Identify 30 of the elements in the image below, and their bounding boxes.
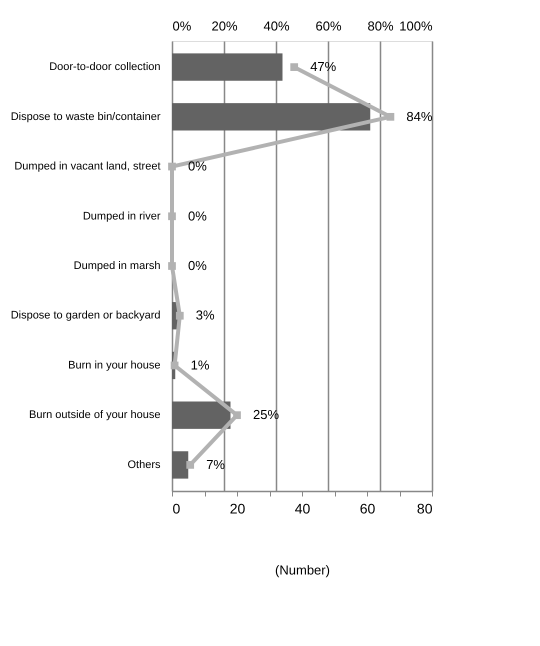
x2-tick-label: 80% [367,18,394,34]
x-tick-label: 80 [416,500,433,516]
x2-tick-label: 20% [211,18,238,34]
data-label: 7% [206,456,226,472]
y-tick-label: Dispose to waste bin/container [10,110,161,123]
x2-tick-label: 100% [399,18,433,34]
y-tick-label: Others [127,458,161,471]
data-label: 84% [406,108,433,124]
data-label: 0% [188,208,208,224]
x2-tick-label: 0% [172,18,192,34]
y-tick-label: Door-to-door collection [49,61,160,74]
y-tick-label: Burn in your house [68,359,160,372]
data-label: 25% [253,407,280,422]
y-tick-label: Dumped in river [82,210,161,222]
data-label: 47% [310,59,337,74]
data-label: 0% [188,258,208,273]
data-label: 1% [190,357,210,372]
x-tick-label: 60 [360,500,376,516]
y-tick-label: Dumped in vacant land, street [14,160,160,173]
y-tick-label: Burn outside of your house [29,409,160,422]
y-tick-label: Dumped in marsh [74,260,160,272]
x2-tick-label: 40% [263,18,290,34]
x-tick-label: 20 [230,500,246,516]
x2-tick-label: 60% [315,18,342,34]
data-label: 0% [188,158,208,174]
x-axis-title: (Number) [275,562,330,578]
x-tick-label: 40 [294,500,310,516]
y-tick-label: Dispose to garden or backyard [10,310,160,322]
data-label: 3% [196,308,216,323]
x-tick-label: 0 [172,500,180,516]
